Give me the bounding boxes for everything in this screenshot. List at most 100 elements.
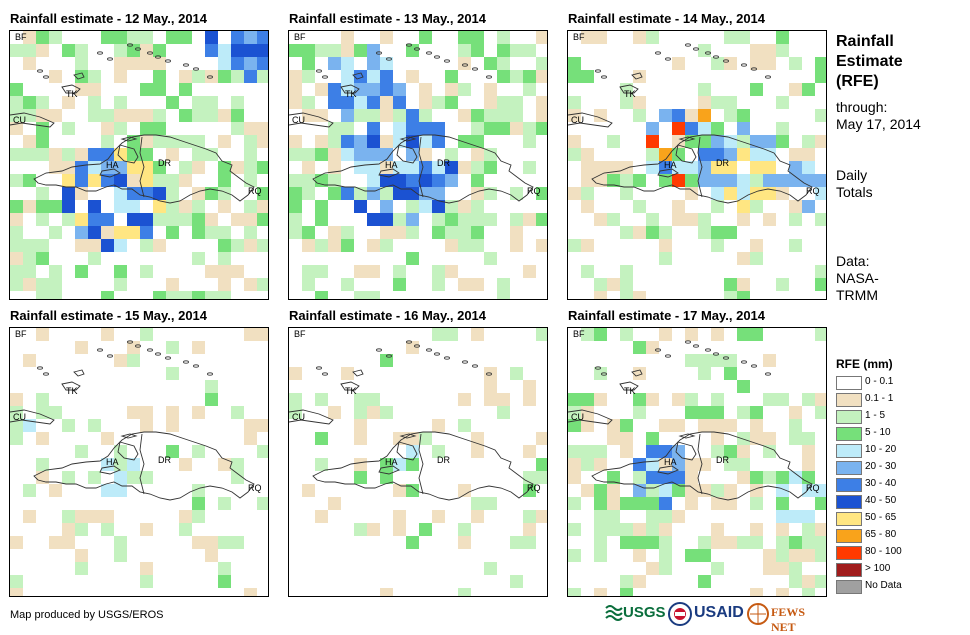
rainfall-cell xyxy=(659,549,672,562)
rainfall-cell xyxy=(711,135,724,148)
rainfall-cell xyxy=(153,200,166,213)
rainfall-cell xyxy=(315,458,328,471)
haiti-dr-border xyxy=(418,433,424,495)
rainfall-cell xyxy=(114,122,127,135)
rainfall-cell xyxy=(458,31,471,44)
rainfall-cell xyxy=(205,70,218,83)
island-shape xyxy=(631,369,643,377)
rainfall-cell xyxy=(815,328,826,341)
rainfall-cell xyxy=(432,265,445,278)
rainfall-cell xyxy=(607,161,620,174)
rainfall-cell xyxy=(244,213,257,226)
rainfall-cell xyxy=(244,239,257,252)
panel-title-13-may: Rainfall estimate - 13 May., 2014 xyxy=(289,11,487,26)
island-shape xyxy=(678,136,696,142)
rainfall-cell xyxy=(419,161,432,174)
rainfall-cell xyxy=(724,419,737,432)
rainfall-cell xyxy=(568,393,581,406)
rainfall-cell xyxy=(568,239,581,252)
rainfall-cell xyxy=(685,328,698,341)
rainfall-cell xyxy=(140,57,153,70)
rainfall-cell xyxy=(114,200,127,213)
rainfall-cell xyxy=(737,432,750,445)
rainfall-cell xyxy=(724,226,737,239)
rainfall-cell xyxy=(737,122,750,135)
rainfall-cell xyxy=(620,575,633,588)
rainfall-cell xyxy=(244,44,257,57)
rainfall-cell xyxy=(789,575,802,588)
coastline-outline xyxy=(289,340,534,501)
rainfall-cell xyxy=(406,44,419,57)
rainfall-cell xyxy=(497,122,510,135)
rainfall-cell xyxy=(581,70,594,83)
rainfall-cell xyxy=(471,239,484,252)
islet-shape xyxy=(723,59,729,63)
island-shape xyxy=(117,144,139,164)
rainfall-cell xyxy=(380,135,393,148)
rainfall-cell xyxy=(776,510,789,523)
rainfall-cell xyxy=(153,57,166,70)
rainfall-cell xyxy=(257,213,268,226)
rainfall-cell xyxy=(179,70,192,83)
rainfall-cell xyxy=(341,367,354,380)
islet-shape xyxy=(165,356,171,360)
rainfall-cell xyxy=(581,148,594,161)
islet-shape xyxy=(97,51,103,55)
side-title: Rainfall Estimate (RFE) xyxy=(836,32,903,92)
islet-shape xyxy=(713,55,719,59)
rainfall-cell xyxy=(633,497,646,510)
rainfall-cell xyxy=(789,536,802,549)
rainfall-cell xyxy=(458,226,471,239)
rainfall-cell xyxy=(750,174,763,187)
map-label-dr: DR xyxy=(158,158,171,168)
rainfall-cell xyxy=(192,109,205,122)
rainfall-cell xyxy=(257,122,268,135)
rainfall-cell xyxy=(523,122,536,135)
rainfall-cell xyxy=(445,239,458,252)
panel-title-16-may: Rainfall estimate - 16 May., 2014 xyxy=(289,308,487,323)
rainfall-cell xyxy=(289,226,302,239)
rainfall-cell xyxy=(257,44,268,57)
rainfall-cell xyxy=(484,187,497,200)
rainfall-cell xyxy=(646,471,659,484)
rainfall-cell xyxy=(36,135,49,148)
rainfall-cell xyxy=(802,484,815,497)
islet-shape xyxy=(406,43,412,47)
islet-shape xyxy=(207,75,213,79)
rainfall-cell xyxy=(750,44,763,57)
rainfall-cell xyxy=(231,122,244,135)
islet-shape xyxy=(97,348,103,352)
haiti-dr-border xyxy=(418,136,424,198)
rainfall-cell xyxy=(432,226,445,239)
rainfall-cell xyxy=(192,213,205,226)
rainfall-cell xyxy=(633,174,646,187)
rainfall-cell xyxy=(471,278,484,291)
rainfall-cell xyxy=(646,213,659,226)
rainfall-cell xyxy=(458,161,471,174)
legend-label: > 100 xyxy=(865,563,891,574)
rainfall-cell xyxy=(62,523,75,536)
rainfall-cell xyxy=(380,187,393,200)
rainfall-cell xyxy=(523,161,536,174)
rainfall-cell xyxy=(153,213,166,226)
rainfall-cell xyxy=(419,109,432,122)
rainfall-cell xyxy=(244,148,257,161)
rainfall-cell xyxy=(166,419,179,432)
rainfall-cell xyxy=(114,484,127,497)
rainfall-cell xyxy=(205,148,218,161)
map-label-cu: CU xyxy=(13,412,26,422)
rainfall-cell xyxy=(458,393,471,406)
map-label-tk: TK xyxy=(624,386,636,396)
islet-shape xyxy=(376,51,382,55)
rainfall-cell xyxy=(685,458,698,471)
rainfall-cell xyxy=(75,148,88,161)
rainfall-cell xyxy=(471,432,484,445)
rainfall-cell xyxy=(88,174,101,187)
rainfall-cell xyxy=(763,549,776,562)
rainfall-cell xyxy=(36,96,49,109)
islet-shape xyxy=(376,348,382,352)
rainfall-cell xyxy=(432,213,445,226)
rainfall-cell xyxy=(523,213,536,226)
rainfall-cell xyxy=(789,562,802,575)
rainfall-cell xyxy=(244,57,257,70)
